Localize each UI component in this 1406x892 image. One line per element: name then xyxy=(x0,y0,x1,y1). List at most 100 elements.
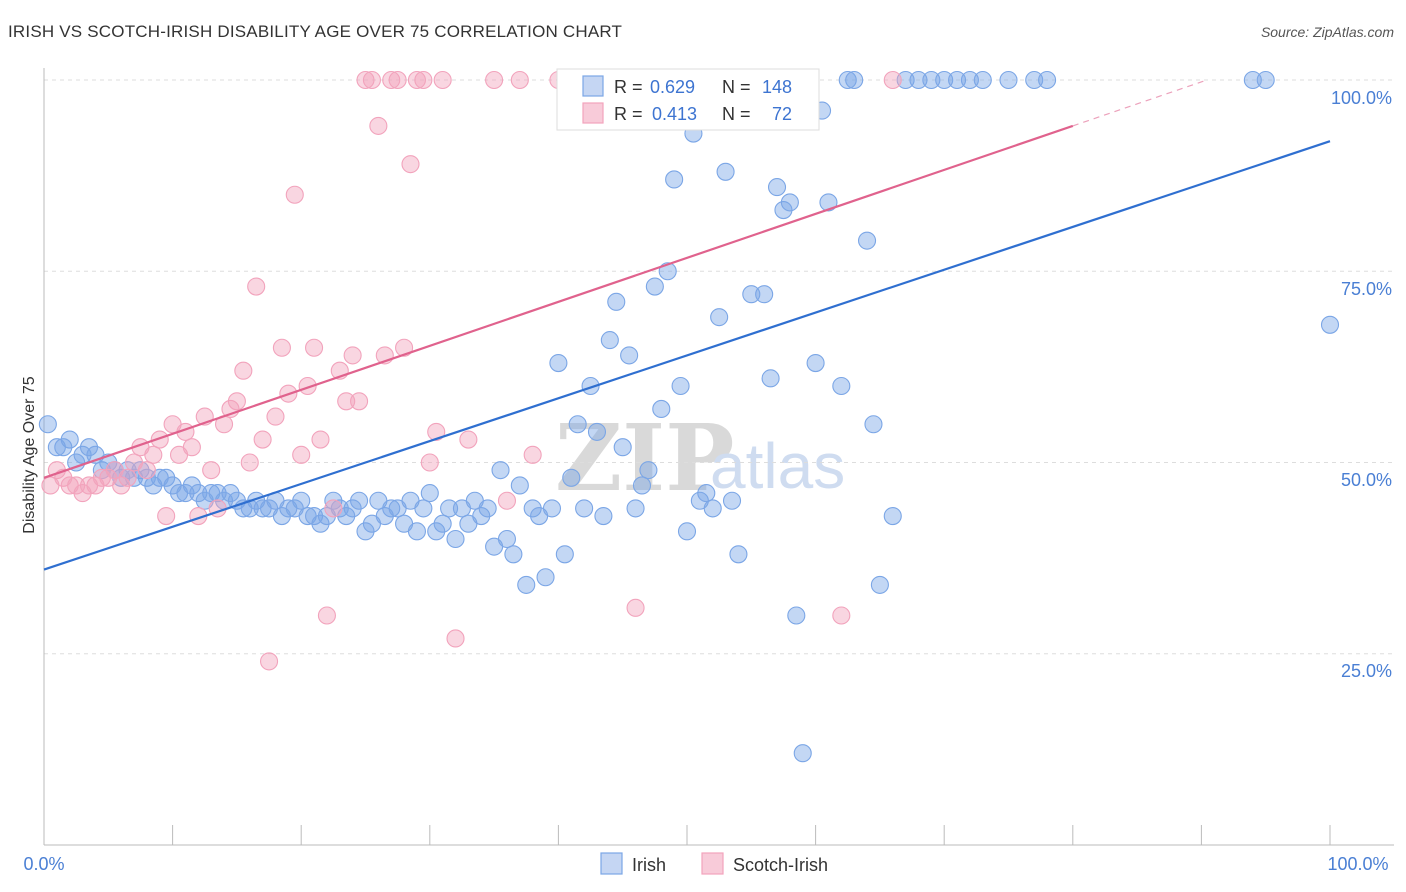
legend-irish-label: Irish xyxy=(632,855,666,875)
irish-point xyxy=(491,461,510,480)
irish-point xyxy=(157,468,176,487)
irish-point xyxy=(523,499,542,518)
scotch-irish-point xyxy=(137,461,156,480)
irish-point xyxy=(517,575,536,594)
scotch-irish-point xyxy=(324,499,343,518)
irish-point xyxy=(922,70,941,90)
y-axis-label: Disability Age Over 75 xyxy=(21,376,38,534)
legend-scotch-irish-label: Scotch-Irish xyxy=(733,855,828,875)
irish-swatch xyxy=(582,75,604,97)
irish-point xyxy=(620,346,639,365)
irish-point xyxy=(176,484,195,503)
scotch-irish-point xyxy=(350,392,369,411)
watermark-atlas: atlas xyxy=(710,430,845,502)
scotch-irish-point xyxy=(285,185,304,204)
irish-point xyxy=(870,575,889,594)
irish-point xyxy=(1320,315,1340,334)
scotch-irish-point xyxy=(253,430,272,449)
scotch-irish-point xyxy=(407,70,426,90)
irish-point xyxy=(112,468,131,487)
irish-point xyxy=(793,744,812,763)
irish-point xyxy=(497,529,517,549)
irish-point xyxy=(221,484,240,503)
scotch-irish-swatch xyxy=(582,102,604,124)
irish-point xyxy=(67,453,86,472)
scotch-irish-point xyxy=(311,430,330,449)
irish-point xyxy=(780,193,799,212)
irish-point xyxy=(555,545,574,564)
irish-point xyxy=(382,499,401,518)
y-tick-label: 25.0% xyxy=(1341,661,1392,681)
legend: Irish Scotch-Irish xyxy=(600,852,828,875)
irish-point xyxy=(716,162,735,181)
irish-point xyxy=(305,506,324,526)
scotch-irish-point xyxy=(446,629,465,648)
irish-point xyxy=(407,522,426,541)
irish-point xyxy=(626,499,645,518)
scotch-irish-point xyxy=(369,116,388,135)
irish-point xyxy=(356,522,375,541)
scotch-irish-point xyxy=(356,70,375,90)
irish-point xyxy=(311,514,330,533)
irish-point xyxy=(79,438,99,457)
scotch-irish-point xyxy=(510,70,529,90)
irish-point xyxy=(478,499,497,518)
y-tick-label: 75.0% xyxy=(1341,279,1392,299)
irish-point xyxy=(330,499,349,518)
irish-point xyxy=(613,438,632,457)
scotch-irish-point xyxy=(883,70,902,90)
irish-point xyxy=(761,369,780,388)
irish-point xyxy=(832,376,851,396)
trend-lines xyxy=(43,79,1331,571)
legend-scotch-irish-swatch xyxy=(701,852,724,875)
irish-n-label: N = xyxy=(722,77,751,97)
scotch-irish-point xyxy=(382,70,401,90)
irish-point xyxy=(819,193,838,212)
irish-point xyxy=(767,178,787,197)
scotch-irish-point xyxy=(298,376,317,396)
irish-point xyxy=(639,461,658,480)
irish-point xyxy=(665,170,684,189)
irish-point xyxy=(607,292,626,311)
irish-r-value: 0.629 xyxy=(650,77,695,97)
scotch-irish-point xyxy=(427,422,446,441)
irish-point xyxy=(806,353,825,373)
scotch-irish-point xyxy=(305,338,324,357)
irish-point xyxy=(189,484,208,503)
irish-point xyxy=(118,461,137,480)
irish-point xyxy=(292,491,311,510)
scotch-irish-point xyxy=(832,606,851,625)
chart-title: IRISH VS SCOTCH-IRISH DISABILITY AGE OVE… xyxy=(8,22,623,41)
irish-point xyxy=(755,285,774,304)
irish-point xyxy=(504,545,523,564)
scotch-irish-point xyxy=(420,453,439,472)
scotch-irish-point xyxy=(292,445,311,464)
irish-point xyxy=(562,468,581,487)
scotch-irish-point xyxy=(433,70,452,90)
scotch-irish-point xyxy=(401,155,420,174)
irish-point xyxy=(1038,70,1057,90)
irish-point xyxy=(845,70,864,90)
scotch-irish-points xyxy=(41,70,902,671)
irish-point xyxy=(710,308,729,327)
scotch-irish-point xyxy=(272,338,291,357)
scotch-irish-point xyxy=(157,506,176,526)
irish-point xyxy=(350,491,369,510)
irish-point xyxy=(973,70,992,90)
irish-point xyxy=(1025,70,1044,90)
scotch-irish-trend-line xyxy=(43,124,1074,479)
scotch-irish-point xyxy=(266,407,285,426)
irish-point xyxy=(536,568,555,587)
irish-point xyxy=(909,70,928,90)
irish-trend-line xyxy=(43,140,1331,571)
scotch-irish-point xyxy=(395,338,414,357)
irish-point xyxy=(671,376,690,396)
scotch-irish-point xyxy=(362,70,381,90)
irish-point xyxy=(324,491,343,510)
irish-point xyxy=(542,499,562,518)
scotch-irish-point xyxy=(234,361,253,380)
irish-point xyxy=(594,506,613,526)
irish-r-label: R = xyxy=(614,77,643,97)
y-tick-label: 100.0% xyxy=(1331,88,1392,108)
